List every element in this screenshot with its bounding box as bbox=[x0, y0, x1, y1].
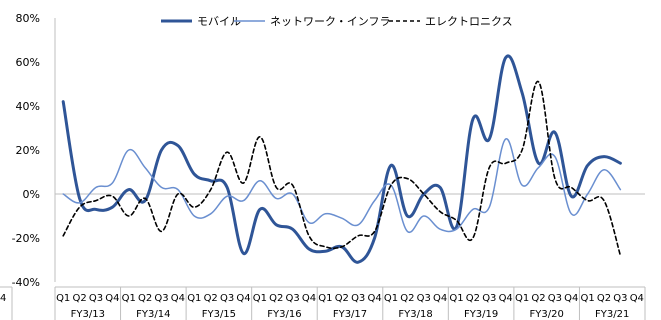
y-tick-label: 20% bbox=[16, 144, 40, 157]
legend: モバイル ネットワーク・インフラ エレクトロニクス bbox=[161, 15, 513, 28]
series-layer bbox=[61, 54, 622, 264]
fiscal-year-label: FY3/21 bbox=[595, 309, 629, 320]
quarter-tick-label: Q4 bbox=[367, 293, 381, 304]
series-line-0 bbox=[61, 54, 622, 264]
y-tick-label: -40% bbox=[12, 276, 40, 289]
quarter-tick-label: Q4 bbox=[302, 293, 316, 304]
quarter-tick-label: Q4 bbox=[630, 293, 644, 304]
quarter-tick-label: Q1 bbox=[515, 293, 529, 304]
quarter-tick-label: Q2 bbox=[335, 293, 349, 304]
quarter-tick-label: Q2 bbox=[72, 293, 86, 304]
quarter-tick-label: Q1 bbox=[187, 293, 201, 304]
quarter-tick-label: Q3 bbox=[613, 293, 627, 304]
quarter-tick-label: Q4 bbox=[433, 293, 447, 304]
series-line-2 bbox=[62, 80, 622, 257]
quarter-tick-label: Q3 bbox=[154, 293, 168, 304]
quarter-tick-label: Q3 bbox=[220, 293, 234, 304]
fiscal-year-label: FY3/17 bbox=[333, 309, 367, 320]
quarter-tick-label: Q3 bbox=[417, 293, 431, 304]
y-tick-label: 40% bbox=[16, 100, 40, 113]
y-tick-label: 60% bbox=[16, 56, 40, 69]
fiscal-year-label: FY3/14 bbox=[136, 309, 170, 320]
quarter-tick-label: Q2 bbox=[597, 293, 611, 304]
quarter-tick-label: Q2 bbox=[400, 293, 414, 304]
fiscal-year-label: FY3/18 bbox=[398, 309, 432, 320]
quarter-tick-label: Q1 bbox=[122, 293, 136, 304]
quarter-tick-label: Q4 bbox=[105, 293, 119, 304]
quarter-tick-label: Q4 bbox=[564, 293, 578, 304]
fiscal-year-label: FY3/20 bbox=[530, 309, 564, 320]
x-axis: Q1 Q2 Q3 Q4 Q1 Q2 Q3 Q4 Q1 Q2 Q3 Q4 Q1 Q2 Q3 Q4 Q1 Q2 Q3 Q4… bbox=[0, 193, 646, 320]
fiscal-year-label: FY3/13 bbox=[71, 309, 105, 320]
legend-label: ネットワーク・インフラ bbox=[270, 15, 390, 28]
fiscal-year-label: FY3/15 bbox=[202, 309, 236, 320]
quarter-tick-label: Q1 bbox=[449, 293, 463, 304]
y-tick-label: 80% bbox=[16, 12, 40, 25]
quarter-tick-label: Q4 bbox=[499, 293, 513, 304]
y-tick-label: 0% bbox=[23, 188, 40, 201]
quarter-tick-label: Q2 bbox=[138, 293, 152, 304]
quarter-tick-label: Q1 bbox=[253, 293, 267, 304]
quarter-tick-label: Q2 bbox=[269, 293, 283, 304]
quarter-tick-label: Q3 bbox=[286, 293, 300, 304]
y-axis: 80% 60% 40% 20% 0% -20% -40% bbox=[12, 12, 56, 289]
edge-tick-label: 4 bbox=[0, 293, 6, 304]
quarter-tick-label: Q1 bbox=[56, 293, 70, 304]
quarter-tick-label: Q4 bbox=[236, 293, 250, 304]
quarter-tick-label: Q2 bbox=[204, 293, 218, 304]
series-line-1 bbox=[62, 138, 622, 234]
fiscal-year-label: FY3/16 bbox=[267, 309, 301, 320]
y-tick-label: -20% bbox=[12, 232, 40, 245]
quarter-tick-label: Q1 bbox=[581, 293, 595, 304]
quarter-tick-label: Q1 bbox=[384, 293, 398, 304]
quarter-tick-label: Q3 bbox=[89, 293, 103, 304]
quarter-tick-label: Q2 bbox=[531, 293, 545, 304]
quarter-tick-label: Q3 bbox=[351, 293, 365, 304]
legend-label: エレクトロニクス bbox=[425, 15, 513, 28]
quarter-tick-label: Q3 bbox=[548, 293, 562, 304]
quarter-tick-label: Q1 bbox=[318, 293, 332, 304]
quarter-tick-label: Q3 bbox=[482, 293, 496, 304]
quarter-tick-label: Q4 bbox=[171, 293, 185, 304]
fiscal-year-label: FY3/19 bbox=[464, 309, 498, 320]
legend-label: モバイル bbox=[197, 15, 241, 28]
quarter-tick-label: Q2 bbox=[466, 293, 480, 304]
